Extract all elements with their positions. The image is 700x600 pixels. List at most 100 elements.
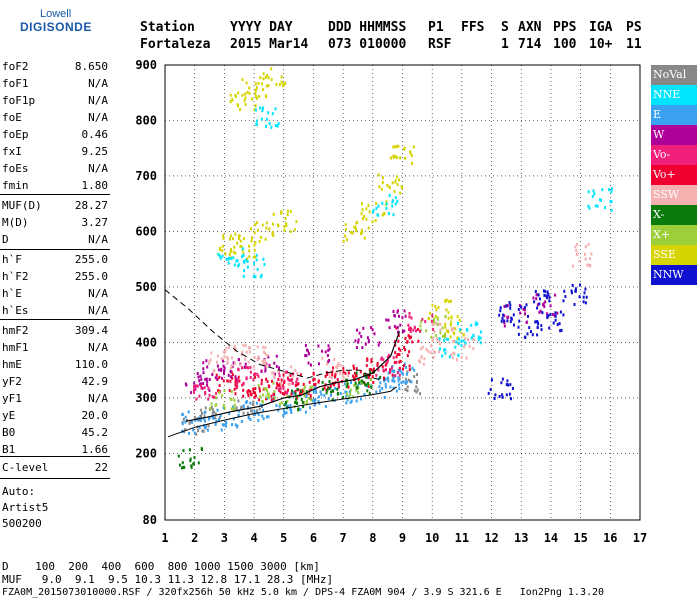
echo-mark <box>267 111 270 115</box>
echo-mark <box>398 377 401 381</box>
echo-mark <box>366 336 369 340</box>
echo-mark <box>233 245 236 249</box>
echo-mark <box>546 290 549 294</box>
x-tick-label: 1 <box>161 531 168 545</box>
echo-mark <box>289 230 292 233</box>
echo-mark <box>206 428 209 432</box>
echo-mark <box>503 321 506 325</box>
param-name: C-level <box>2 461 49 474</box>
echo-mark <box>254 255 257 259</box>
echo-mark <box>357 378 360 381</box>
echo-mark <box>242 411 245 415</box>
echo-mark <box>371 375 374 379</box>
echo-mark <box>272 222 274 226</box>
param-value: 42.9 <box>81 375 109 388</box>
echo-mark <box>181 422 184 426</box>
echo-mark <box>509 306 512 310</box>
echo-mark <box>536 326 539 329</box>
echo-mark <box>259 76 262 80</box>
echo-mark <box>405 366 408 369</box>
echo-mark <box>559 310 562 314</box>
echo-mark <box>251 409 254 413</box>
echo-mark <box>367 226 370 230</box>
echo-mark <box>424 320 427 324</box>
echo-mark <box>408 368 411 372</box>
echo-mark <box>264 94 267 98</box>
echo-mark <box>399 323 402 327</box>
echo-mark <box>573 303 576 306</box>
echo-mark <box>498 313 501 317</box>
header-label-3: P1 <box>428 20 444 35</box>
echo-mark <box>261 414 264 418</box>
echo-mark <box>564 295 567 299</box>
echo-mark <box>241 350 244 354</box>
echo-mark <box>560 328 563 332</box>
echo-mark <box>397 339 400 343</box>
echo-mark <box>442 334 444 338</box>
echo-mark <box>249 350 251 354</box>
echo-mark <box>208 378 211 381</box>
echo-mark <box>259 275 262 279</box>
echo-mark <box>509 303 512 307</box>
echo-mark <box>500 381 503 385</box>
echo-mark <box>203 414 206 418</box>
echo-mark <box>221 254 224 258</box>
echo-mark <box>361 208 364 212</box>
legend-item-vo-: Vo+ <box>651 165 697 185</box>
echo-mark <box>389 156 392 160</box>
echo-mark <box>531 333 534 337</box>
echo-mark <box>520 305 523 309</box>
echo-mark <box>250 236 253 240</box>
echo-mark <box>444 315 447 319</box>
echo-mark <box>364 342 367 346</box>
echo-mark <box>392 199 394 203</box>
echo-mark <box>294 392 297 396</box>
echo-mark <box>252 390 255 394</box>
echo-mark <box>252 378 255 382</box>
echo-mark <box>368 368 371 372</box>
echo-mark <box>234 251 237 255</box>
echo-mark <box>512 313 515 317</box>
echo-mark <box>532 296 535 300</box>
echo-mark <box>429 311 432 315</box>
echo-mark <box>249 401 252 405</box>
echo-mark <box>432 355 435 359</box>
echo-mark <box>510 397 512 401</box>
echo-mark <box>530 330 532 334</box>
echo-mark <box>275 354 278 358</box>
echo-mark <box>445 298 448 302</box>
echo-mark <box>392 145 395 149</box>
echo-mark <box>394 374 397 378</box>
param-row: M(D) 3.27 <box>2 216 108 232</box>
echo-mark <box>247 416 250 420</box>
echo-mark <box>437 323 440 326</box>
echo-mark <box>493 397 496 400</box>
echo-mark <box>433 317 436 321</box>
echo-mark <box>368 391 371 395</box>
echo-mark <box>256 86 258 90</box>
echo-mark <box>277 387 280 391</box>
echo-mark <box>331 389 334 393</box>
echo-mark <box>197 375 200 379</box>
echo-mark <box>337 385 340 389</box>
echo-mark <box>439 322 442 326</box>
echo-mark <box>509 383 512 387</box>
echo-mark <box>268 227 271 231</box>
echo-mark <box>328 371 331 375</box>
echo-mark <box>275 364 278 368</box>
echo-mark <box>385 206 388 210</box>
echo-mark <box>232 250 235 254</box>
echo-mark <box>575 249 578 252</box>
echo-mark <box>369 370 372 374</box>
echo-mark <box>267 84 270 88</box>
echo-mark <box>213 369 216 372</box>
echo-mark <box>377 173 380 177</box>
echo-mark <box>375 390 378 394</box>
echo-mark <box>198 425 201 429</box>
echo-mark <box>378 185 381 189</box>
echo-mark <box>444 335 447 339</box>
echo-mark <box>194 418 197 422</box>
echo-mark <box>237 237 240 241</box>
echo-mark <box>206 365 209 369</box>
echo-mark <box>537 293 540 297</box>
